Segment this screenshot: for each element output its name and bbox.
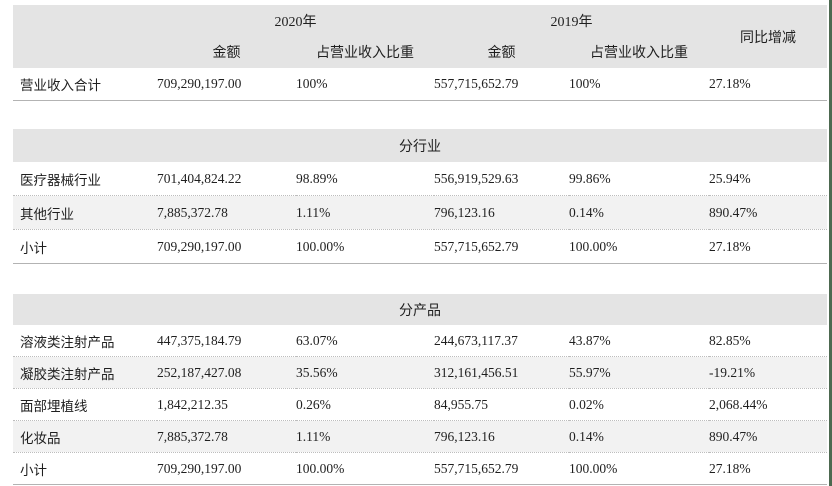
- cell-2020-share: 1.11%: [296, 420, 434, 453]
- cell-2020-amount: 709,290,197.00: [157, 452, 296, 485]
- cell-2019-share: 100%: [569, 68, 709, 101]
- cell-2020-share: 63.07%: [296, 332, 338, 348]
- col-header-amount-2020: 金额: [157, 36, 296, 68]
- table-row: 溶液类注射产品 447,375,184.79 63.07% 244,673,11…: [13, 325, 827, 357]
- cell-2020-amount: 709,290,197.00: [157, 229, 296, 264]
- cell-label: 医疗器械行业: [20, 172, 101, 188]
- cell-label: 其他行业: [13, 195, 157, 230]
- cell-2020-share: 98.89%: [296, 170, 338, 186]
- section-title-by-product: 分产品: [13, 294, 827, 325]
- section-band-by-industry: 分行业: [13, 129, 827, 162]
- section-gap: [13, 101, 827, 129]
- cell-label: 化妆品: [13, 420, 157, 453]
- section-gap: [13, 264, 827, 294]
- cell-2019-share: 43.87%: [569, 332, 611, 348]
- cell-2020-amount: 7,885,372.78: [157, 195, 296, 230]
- cell-2019-amount: 557,715,652.79: [434, 452, 569, 485]
- cell-2020-amount: 1,842,212.35: [157, 388, 296, 421]
- col-header-2019: 2019年: [434, 5, 709, 36]
- cell-label: 面部埋植线: [13, 388, 157, 421]
- section-by-product-table: 分产品 溶液类注射产品 447,375,184.79 63.07% 244,67…: [13, 294, 827, 485]
- header-row-metrics: 金额 占营业收入比重 金额 占营业收入比重: [13, 36, 827, 68]
- col-header-yoy: 同比增减: [709, 5, 827, 68]
- table-row: 医疗器械行业 701,404,824.22 98.89% 556,919,529…: [13, 162, 827, 196]
- cell-label: 溶液类注射产品: [20, 334, 115, 350]
- cell-2019-amount: 557,715,652.79: [434, 68, 569, 101]
- cell-2019-amount: 796,123.16: [434, 420, 569, 453]
- table-row: 面部埋植线 1,842,212.35 0.26% 84,955.75 0.02%…: [13, 388, 827, 421]
- cell-2019-share: 100.00%: [569, 452, 709, 485]
- cell-2020-share: 35.56%: [296, 356, 434, 389]
- col-header-share-2020: 占营业收入比重: [296, 36, 434, 68]
- header-empty-cell: [13, 36, 157, 68]
- row-total-revenue: 营业收入合计 709,290,197.00 100% 557,715,652.7…: [13, 68, 827, 101]
- cell-2020-amount: 447,375,184.79: [157, 332, 242, 348]
- table-row: 化妆品 7,885,372.78 1.11% 796,123.16 0.14% …: [13, 420, 827, 453]
- section-by-industry-table: 分行业 医疗器械行业 701,404,824.22 98.89% 556,919…: [13, 129, 827, 264]
- cell-2019-amount: 312,161,456.51: [434, 356, 569, 389]
- cell-label: 小计: [13, 452, 157, 485]
- cell-2019-amount: 84,955.75: [434, 388, 569, 421]
- cell-yoy: 25.94%: [709, 170, 751, 186]
- table-row-subtotal: 小计 709,290,197.00 100.00% 557,715,652.79…: [13, 229, 827, 264]
- col-header-amount-2019: 金额: [434, 36, 569, 68]
- table-row: 其他行业 7,885,372.78 1.11% 796,123.16 0.14%…: [13, 195, 827, 230]
- cell-2019-amount: 244,673,117.37: [434, 332, 518, 348]
- cell-2020-share: 100.00%: [296, 452, 434, 485]
- cell-2020-share: 0.26%: [296, 388, 434, 421]
- table-row: 凝胶类注射产品 252,187,427.08 35.56% 312,161,45…: [13, 356, 827, 389]
- cell-2020-share: 100%: [296, 68, 434, 101]
- revenue-summary-table: 2020年 2019年 同比增减 金额 占营业收入比重 金额 占营业收入比重 营…: [13, 5, 827, 101]
- cell-yoy: 2,068.44%: [709, 388, 827, 421]
- cell-2020-amount: 252,187,427.08: [157, 356, 296, 389]
- cell-2020-amount: 7,885,372.78: [157, 420, 296, 453]
- cell-2020-share: 100.00%: [296, 229, 434, 264]
- section-title-by-industry: 分行业: [13, 129, 827, 162]
- cell-2019-share: 100.00%: [569, 229, 709, 264]
- cell-2020-amount: 709,290,197.00: [157, 68, 296, 101]
- col-header-2020: 2020年: [157, 5, 434, 36]
- cell-2019-share: 55.97%: [569, 356, 709, 389]
- header-empty-cell: [13, 5, 157, 36]
- header-row-years: 2020年 2019年 同比增减: [13, 5, 827, 68]
- cell-yoy: 890.47%: [709, 420, 827, 453]
- col-header-share-2019: 占营业收入比重: [569, 36, 709, 68]
- cell-yoy: -19.21%: [709, 356, 827, 389]
- cell-2020-share: 1.11%: [296, 195, 434, 230]
- cell-label: 小计: [13, 229, 157, 264]
- table-row-subtotal: 小计 709,290,197.00 100.00% 557,715,652.79…: [13, 452, 827, 485]
- cell-yoy: 27.18%: [709, 229, 827, 264]
- section-band-by-product: 分产品: [13, 294, 827, 325]
- cell-2019-amount: 557,715,652.79: [434, 229, 569, 264]
- cell-label: 营业收入合计: [13, 68, 157, 101]
- cell-2019-share: 0.02%: [569, 388, 709, 421]
- cell-2019-share: 99.86%: [569, 170, 611, 186]
- right-edge-accent: [829, 0, 832, 486]
- cell-yoy: 890.47%: [709, 195, 827, 230]
- cell-label: 凝胶类注射产品: [13, 356, 157, 389]
- cell-2019-amount: 556,919,529.63: [434, 170, 519, 186]
- report-table-area: 2020年 2019年 同比增减 金额 占营业收入比重 金额 占营业收入比重 营…: [13, 5, 827, 485]
- cell-2020-amount: 701,404,824.22: [157, 170, 242, 186]
- cell-2019-amount: 796,123.16: [434, 195, 569, 230]
- cell-2019-share: 0.14%: [569, 420, 709, 453]
- cell-yoy: 27.18%: [709, 68, 827, 101]
- cell-yoy: 82.85%: [709, 332, 751, 348]
- cell-2019-share: 0.14%: [569, 195, 709, 230]
- cell-yoy: 27.18%: [709, 452, 827, 485]
